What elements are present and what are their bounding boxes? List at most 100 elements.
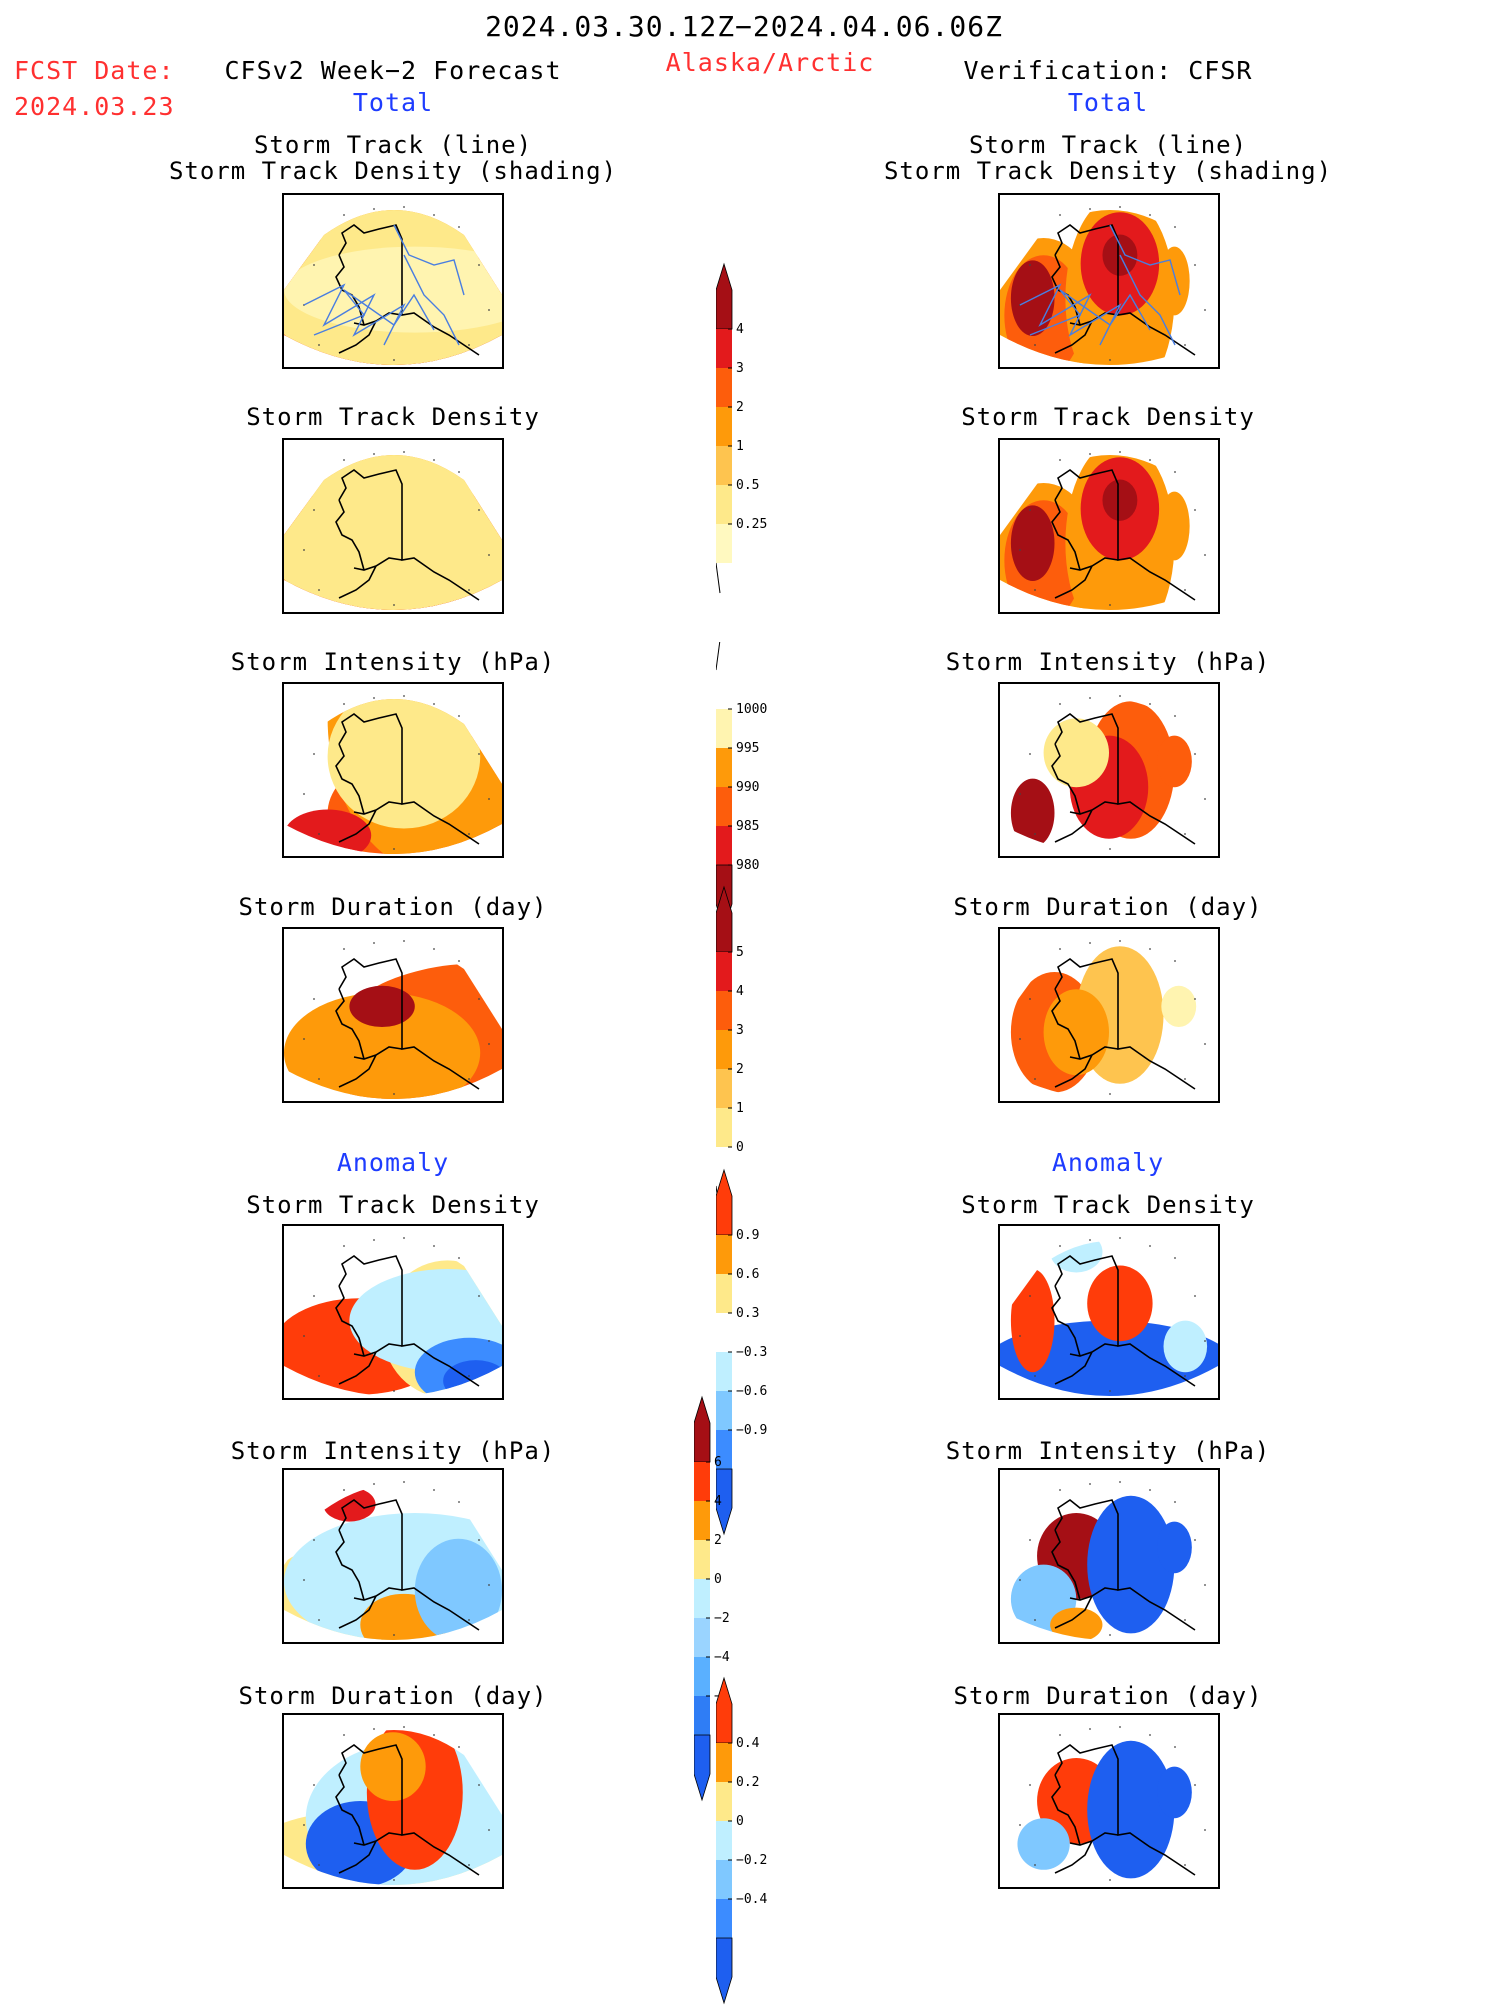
- storm-track-line: [1029, 289, 1151, 336]
- graticule-dot: [1194, 264, 1196, 266]
- colorbar-swatch: [715, 1676, 733, 1744]
- colorbar-swatch: [716, 1430, 732, 1469]
- colorbar-swatch: [715, 1168, 733, 1236]
- graticule-dot: [478, 998, 480, 1000]
- graticule-dot: [1184, 1864, 1186, 1866]
- duration-anom-colorbar: 0.4 0.2 0 −0.2 −0.4: [715, 1676, 796, 2013]
- colorbar-tick-label: −0.2: [736, 1853, 767, 1868]
- colorbar-swatch: [694, 1501, 710, 1540]
- shading-region: [1010, 778, 1055, 848]
- graticule-dot: [343, 459, 345, 461]
- storm-track-line: [1019, 283, 1122, 346]
- ob-intensity-title: Storm Intensity (hPa): [945, 648, 1271, 676]
- ob-intensity-map: [998, 682, 1220, 858]
- colorbar-tail: [715, 562, 721, 594]
- graticule-dot: [488, 1829, 490, 1831]
- graticule-dot: [1019, 793, 1021, 795]
- colorbar-swatch: [715, 1937, 733, 2005]
- shading-region: [1087, 1495, 1175, 1634]
- graticule-dot: [1089, 1239, 1091, 1241]
- graticule-dot: [343, 1245, 345, 1247]
- map-svg: [284, 1726, 502, 1885]
- colorbar-tick-label: 0: [736, 1814, 744, 1829]
- colorbar-tick-label: 0.25: [736, 517, 767, 532]
- colorbar-swatch: [715, 885, 733, 953]
- graticule-dot: [488, 1340, 490, 1342]
- graticule-dot: [1089, 942, 1091, 944]
- shading-region: [1156, 735, 1192, 788]
- shading-region: [1043, 718, 1109, 788]
- graticule-dot: [458, 715, 460, 717]
- map-svg: [1000, 206, 1206, 365]
- graticule-dot: [1149, 459, 1151, 461]
- graticule-dot: [1089, 1728, 1091, 1730]
- shading-region: [1010, 1269, 1055, 1373]
- fc-anomaly-label: Anomaly: [336, 1148, 450, 1177]
- graticule-dot: [1029, 1295, 1031, 1297]
- storm-track-line: [403, 254, 460, 346]
- graticule-dot: [1109, 359, 1111, 361]
- graticule-dot: [1119, 206, 1121, 208]
- graticule-dot: [318, 1078, 320, 1080]
- ob-int-anom-title: Storm Intensity (hPa): [945, 1437, 1271, 1465]
- graticule-dot: [373, 208, 375, 210]
- graticule-dot: [1059, 1489, 1061, 1491]
- colorbar-swatch: [716, 1030, 732, 1069]
- graticule-dot: [373, 1728, 375, 1730]
- colorbar-swatch: [716, 446, 732, 485]
- colorbar-swatch: [716, 1108, 732, 1147]
- graticule-dot: [1019, 1038, 1021, 1040]
- graticule-dot: [1059, 1734, 1061, 1736]
- colorbar-swatch: [716, 1860, 732, 1899]
- colorbar-swatch: [694, 1657, 710, 1696]
- graticule-dot: [403, 695, 405, 697]
- ob-anomaly-label: Anomaly: [1051, 1148, 1165, 1177]
- colorbar-svg: 0.4 0.2 0 −0.2 −0.4: [715, 1676, 767, 2005]
- graticule-dot: [433, 1734, 435, 1736]
- colorbar-tick-label: 0.9: [736, 1228, 759, 1243]
- shading-region: [284, 992, 481, 1099]
- graticule-dot: [318, 589, 320, 591]
- shading-region: [323, 1487, 376, 1522]
- colorbar-swatch: [716, 1352, 732, 1391]
- region-label: Alaska/Arctic: [665, 48, 875, 77]
- ob-duration-map: [998, 927, 1220, 1103]
- graticule-dot: [468, 1375, 470, 1377]
- colorbar-swatch: [716, 1782, 732, 1821]
- graticule-dot: [468, 589, 470, 591]
- graticule-dot: [343, 1489, 345, 1491]
- graticule-dot: [313, 1784, 315, 1786]
- graticule-dot: [1119, 695, 1121, 697]
- graticule-dot: [313, 1295, 315, 1297]
- graticule-dot: [1149, 703, 1151, 705]
- colorbar-swatch: [694, 1696, 710, 1735]
- graticule-dot: [1019, 1824, 1021, 1826]
- colorbar-swatch: [716, 407, 732, 446]
- graticule-dot: [1204, 1584, 1206, 1586]
- shading-region: [1050, 1241, 1103, 1273]
- graticule-dot: [393, 1390, 395, 1392]
- graticule-dot: [478, 1784, 480, 1786]
- graticule-dot: [488, 1584, 490, 1586]
- colorbar-tick-label: 3: [736, 361, 744, 376]
- colorbar-swatch: [716, 1821, 732, 1860]
- colorbar-swatch: [716, 709, 732, 748]
- colorbar-tick-label: 2: [736, 400, 744, 415]
- colorbar-tick-label: −0.4: [736, 1892, 767, 1907]
- graticule-dot: [313, 1539, 315, 1541]
- graticule-dot: [393, 604, 395, 606]
- graticule-dot: [1174, 226, 1176, 228]
- map-svg: [1000, 451, 1206, 610]
- colorbar-tick-label: 0.5: [736, 478, 759, 493]
- graticule-dot: [1089, 1483, 1091, 1485]
- colorbar-swatch: [715, 262, 733, 330]
- colorbar-svg: 0.9 0.6 0.3 −0.3 −0.6 −0.9: [715, 1168, 767, 1536]
- graticule-dot: [393, 1634, 395, 1636]
- colorbar-swatch: [716, 991, 732, 1030]
- colorbar-swatch: [716, 670, 732, 709]
- graticule-dot: [1204, 309, 1206, 311]
- map-svg: [284, 940, 502, 1099]
- colorbar-swatch: [716, 748, 732, 787]
- colorbar-tick-label: −0.9: [736, 1423, 767, 1438]
- graticule-dot: [303, 1038, 305, 1040]
